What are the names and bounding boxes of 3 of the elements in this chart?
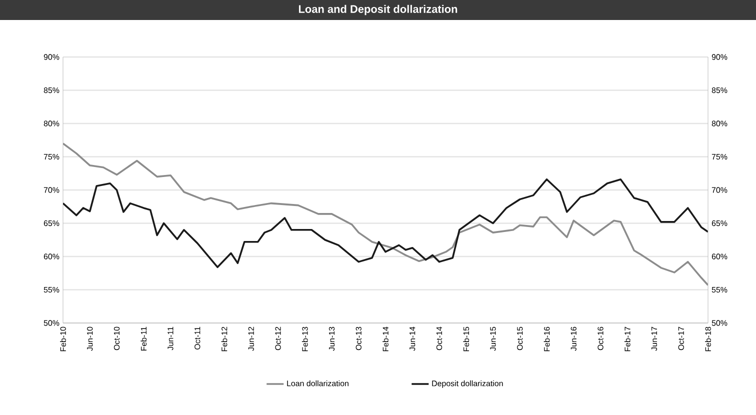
chart-title: Loan and Deposit dollarization <box>298 4 458 16</box>
line-series <box>63 178 708 268</box>
line-series <box>63 142 708 286</box>
